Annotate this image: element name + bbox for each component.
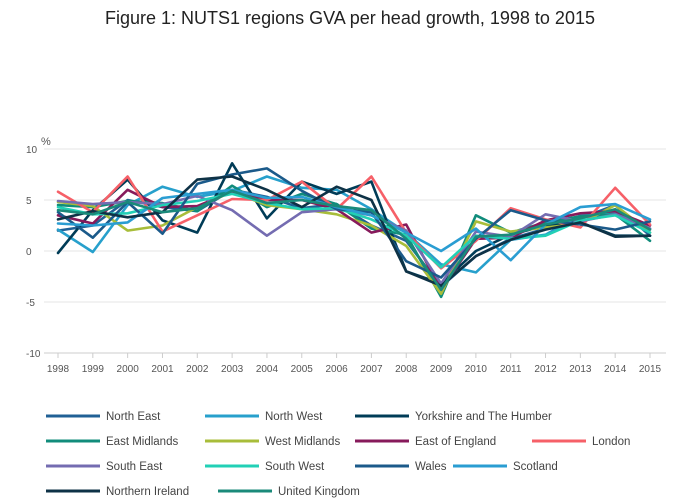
chart-title: Figure 1: NUTS1 regions GVA per head gro… <box>105 8 595 28</box>
legend-item[interactable]: South East <box>46 461 163 473</box>
legend-item[interactable]: Northern Ireland <box>46 486 189 498</box>
x-tick-label: 2005 <box>291 364 314 375</box>
legend-item[interactable]: North East <box>46 411 161 423</box>
series-line-scotland <box>56 188 652 262</box>
x-tick-label: 2002 <box>186 364 209 375</box>
x-tick-label: 2000 <box>117 364 140 375</box>
legend-item[interactable]: Yorkshire and The Humber <box>355 411 552 423</box>
y-tick-label: -10 <box>26 349 41 360</box>
legend-item[interactable]: United Kingdom <box>218 486 360 498</box>
x-tick-label: 2008 <box>395 364 418 375</box>
series-line-north-west <box>56 175 652 274</box>
legend-label: East Midlands <box>106 436 178 448</box>
legend-label: East of England <box>415 436 496 448</box>
legend-item[interactable]: Wales <box>355 461 447 473</box>
x-tick-label: 1999 <box>82 364 105 375</box>
legend-label: United Kingdom <box>278 486 360 498</box>
legend-label: Wales <box>415 461 447 473</box>
x-tick-label: 2007 <box>360 364 383 375</box>
legend-item[interactable]: West Midlands <box>205 436 340 448</box>
grid <box>44 148 666 354</box>
y-tick-label: -5 <box>26 298 35 309</box>
legend: North East North West Yorkshire and The Hu… <box>46 411 630 498</box>
legend-label: Yorkshire and The Humber <box>415 411 552 423</box>
x-tick-label: 2012 <box>534 364 557 375</box>
y-tick-label: 10 <box>26 145 38 156</box>
x-tick-label: 2001 <box>151 364 174 375</box>
legend-label: South East <box>106 461 163 473</box>
y-tick-label: 5 <box>26 196 32 207</box>
x-tick-label: 2013 <box>569 364 592 375</box>
legend-label: West Midlands <box>265 436 340 448</box>
series-lines <box>56 162 652 299</box>
y-axis-label: % <box>41 136 51 148</box>
x-tick-label: 1998 <box>47 364 70 375</box>
series-line-united-kingdom <box>56 189 652 292</box>
x-tick-label: 2015 <box>639 364 662 375</box>
legend-item[interactable]: North West <box>205 411 323 423</box>
legend-label: London <box>592 436 630 448</box>
legend-item[interactable]: Scotland <box>453 461 558 473</box>
legend-item[interactable]: South West <box>205 461 325 473</box>
axes: -10 -5 0 5 10% 1998 1999 2000 2001 2002 2003 2004 20… <box>26 136 666 375</box>
legend-label: North West <box>265 411 323 423</box>
series-line-south-west <box>56 192 652 269</box>
x-tick-label: 2014 <box>604 364 627 375</box>
x-tick-label: 2004 <box>256 364 279 375</box>
series-line-northern-ireland <box>56 175 652 288</box>
legend-label: North East <box>106 411 161 423</box>
x-tick-label: 2009 <box>430 364 453 375</box>
y-tick-label: 0 <box>26 247 32 258</box>
legend-label: Scotland <box>513 461 558 473</box>
legend-label: South West <box>265 461 325 473</box>
x-tick-label: 2011 <box>500 364 522 375</box>
legend-item[interactable]: London <box>532 436 630 448</box>
legend-item[interactable]: East of England <box>355 436 496 448</box>
x-tick-label: 2003 <box>221 364 244 375</box>
legend-label: Northern Ireland <box>106 486 189 498</box>
legend-item[interactable]: East Midlands <box>46 436 178 448</box>
x-tick-label: 2010 <box>465 364 488 375</box>
x-tick-label: 2006 <box>325 364 348 375</box>
